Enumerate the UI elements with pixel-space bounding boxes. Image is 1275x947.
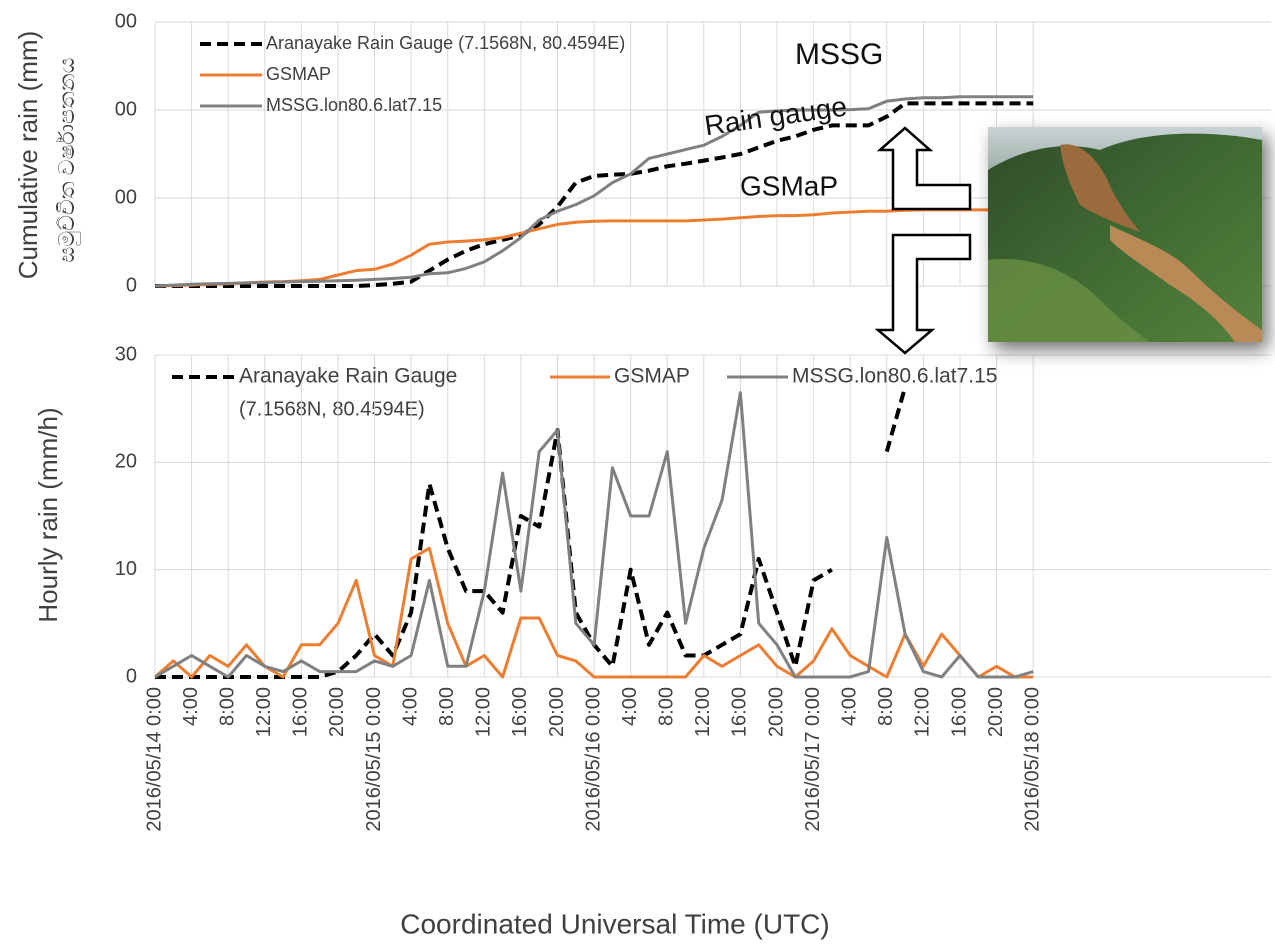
x-tick-label: 4:00 <box>399 687 421 726</box>
annotation: MSSG <box>795 38 883 71</box>
y-tick-label: 0 <box>126 274 137 296</box>
series-line <box>155 386 908 679</box>
x-tick-label: 16:00 <box>729 687 751 737</box>
legend-label: Aranayake Rain Gauge (7.1568N, 80.4594E) <box>266 33 625 53</box>
x-tick-label: 8:00 <box>875 687 897 726</box>
x-tick-label: 20:00 <box>765 687 787 737</box>
series-line <box>155 101 1034 288</box>
y-tick-label: 0 <box>126 665 137 687</box>
x-tick-label: 20:00 <box>546 687 568 737</box>
legend-label: GSMAP <box>266 64 331 84</box>
x-tick-label: 4:00 <box>838 687 860 726</box>
y-tick-label: 00 <box>115 10 137 32</box>
x-tick-label: 2016/05/16 0:00 <box>582 687 604 832</box>
legend-label: GSMAP <box>614 365 690 388</box>
x-axis-title: Coordinated Universal Time (UTC) <box>400 908 829 939</box>
landslide-scar <box>1060 144 1140 232</box>
x-tick-label: 12:00 <box>473 687 495 737</box>
annotation: GSMaP <box>740 170 838 201</box>
x-tick-label: 8:00 <box>436 687 458 726</box>
arrow-up <box>876 126 972 211</box>
x-tick-label: 2016/05/18 0:00 <box>1021 687 1043 832</box>
x-tick-label: 12:00 <box>692 687 714 737</box>
x-tick-label: 4:00 <box>619 687 641 726</box>
x-tick-label: 12:00 <box>253 687 275 737</box>
y-axis-title: Hourly rain (mm/h) <box>33 407 63 622</box>
x-tick-label: 20:00 <box>326 687 348 737</box>
x-tick-label: 16:00 <box>948 687 970 737</box>
legend-label: MSSG.lon80.6.lat7.15 <box>266 95 442 115</box>
valley-fields <box>988 259 1150 342</box>
x-tick-label: 2016/05/17 0:00 <box>802 687 824 832</box>
x-tick-label: 8:00 <box>216 687 238 726</box>
legend-label: Aranayake Rain Gauge <box>239 365 457 388</box>
debris-flow <box>1110 225 1262 342</box>
x-tick-label: 16:00 <box>290 687 312 737</box>
arrow-down <box>874 233 972 355</box>
y-tick-label: 00 <box>115 98 137 120</box>
y-tick-label: 30 <box>115 343 137 365</box>
landslide-photo <box>988 127 1262 342</box>
series-line <box>154 391 1034 679</box>
x-tick-label: 2016/05/14 0:00 <box>143 687 165 832</box>
y-tick-label: 20 <box>115 451 137 473</box>
annotation: Rain gauge <box>703 91 849 142</box>
x-tick-label: 2016/05/15 0:00 <box>363 687 385 832</box>
y-axis-title: Cumulative rain (mm) <box>13 31 43 280</box>
x-tick-label: 4:00 <box>180 687 202 726</box>
photo-sky <box>988 127 1262 170</box>
y-tick-label: 10 <box>115 558 137 580</box>
series-line <box>154 546 1034 679</box>
legend-note: (7.1568N, 80.4594E) <box>239 398 425 420</box>
x-tick-label: 16:00 <box>509 687 531 737</box>
x-tick-label: 20:00 <box>985 687 1007 737</box>
series-line <box>154 95 1034 288</box>
y-tick-label: 00 <box>115 186 137 208</box>
y-axis-title-local: සමුච්චිත වර්ෂාපතනය <box>54 58 81 263</box>
x-tick-label: 8:00 <box>656 687 678 726</box>
legend-label: MSSG.lon80.6.lat7.15 <box>792 365 997 388</box>
x-tick-label: 12:00 <box>912 687 934 737</box>
